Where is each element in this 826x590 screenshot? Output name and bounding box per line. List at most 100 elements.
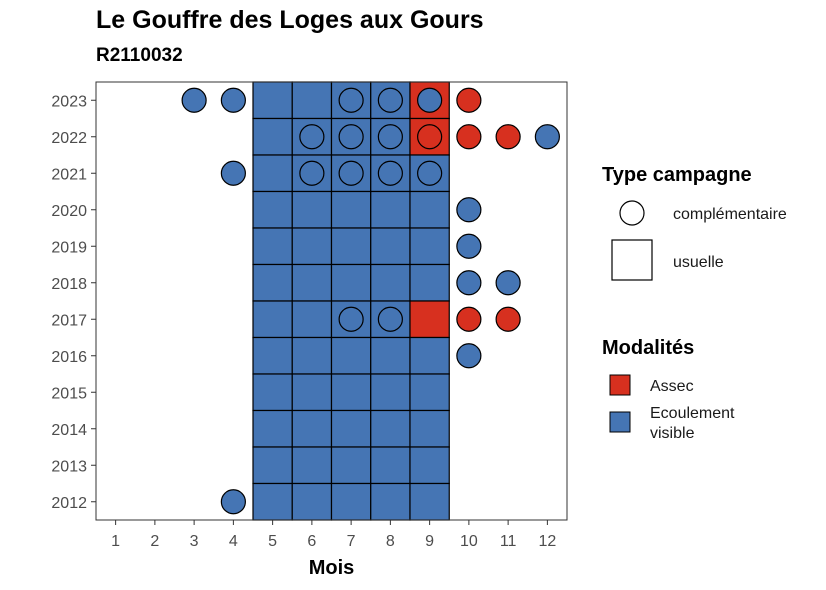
x-tick-label-10: 10 [460,533,478,550]
legend-square-key [611,239,653,281]
y-tick-label-2022: 2022 [51,130,87,147]
usuelle-cell-2015-6 [291,373,333,412]
legend-label-usuelle: usuelle [673,254,724,271]
legend-label-complementaire: complémentaire [673,206,787,223]
usuelle-cell-2017-9 [409,300,450,339]
x-tick-label-8: 8 [386,533,395,550]
y-tick-label-2020: 2020 [51,203,87,220]
legend-label-ecoulement-line2: visible [650,425,695,442]
usuelle-cell-2018-7 [330,263,372,302]
usuelle-cell-2018-5 [252,263,293,302]
x-tick-label-5: 5 [268,533,277,550]
plot-panel-border [95,81,568,521]
usuelle-cell-2019-5 [252,227,293,266]
x-tick-label-7: 7 [347,533,356,550]
usuelle-cell-2014-7 [330,409,372,448]
usuelle-cell-2020-8 [370,190,411,229]
complementaire-point-2023-10 [456,87,482,113]
complementaire-point-2021-9 [417,160,443,186]
complementaire-point-2021-4 [220,160,246,186]
x-tick-label-1: 1 [111,533,120,550]
x-tick-label-9: 9 [425,533,434,550]
complementaire-point-2022-12 [534,124,560,150]
usuelle-cell-2012-5 [252,482,293,521]
usuelle-cell-2012-6 [291,482,333,521]
usuelle-cell-2015-5 [252,373,293,412]
usuelle-cell-2014-5 [252,409,293,448]
complementaire-point-2022-8 [377,124,403,150]
usuelle-cell-2013-7 [330,446,372,485]
usuelle-cell-2020-9 [409,190,450,229]
usuelle-cells [252,81,450,521]
complementaire-point-2017-11 [495,306,521,332]
y-tick-label-2013: 2013 [51,458,87,475]
usuelle-cell-2014-8 [370,409,411,448]
complementaire-point-2017-7 [338,306,364,332]
usuelle-cell-2015-8 [370,373,411,412]
usuelle-cell-2016-7 [330,336,372,375]
complementaire-point-2023-7 [338,87,364,113]
complementaire-point-2018-10 [456,270,482,296]
legend-label-ecoulement: Ecoulement visible [650,405,739,442]
complementaire-point-2018-11 [495,270,521,296]
complementaire-point-2022-11 [495,124,521,150]
complementaire-point-2017-10 [456,306,482,332]
complementaire-point-2021-7 [338,160,364,186]
complementaire-point-2022-9 [417,124,443,150]
x-tick-label-4: 4 [229,533,238,550]
usuelle-cell-2012-8 [370,482,411,521]
complementaire-point-2017-8 [377,306,403,332]
usuelle-cell-2016-5 [252,336,293,375]
usuelle-cell-2020-7 [330,190,372,229]
y-tick-label-2015: 2015 [51,385,87,402]
y-tick-label-2016: 2016 [51,349,87,366]
x-axis-title: Mois [309,557,355,579]
usuelle-cell-2021-5 [252,154,293,193]
complementaire-point-2016-10 [456,343,482,369]
usuelle-cell-2014-6 [291,409,333,448]
complementaire-point-2022-10 [456,124,482,150]
complementaire-point-2012-4 [220,489,246,515]
usuelle-cell-2020-5 [252,190,293,229]
x-tick-label-3: 3 [190,533,199,550]
legend-label-ecoulement-line1: Ecoulement [650,405,735,422]
usuelle-cell-2023-5 [252,81,293,120]
complementaire-points [181,87,560,515]
usuelle-cell-2015-9 [409,373,450,412]
complementaire-point-2023-9 [417,87,443,113]
legend-fill-title: Modalités [602,337,694,359]
usuelle-cell-2014-9 [409,409,450,448]
y-tick-label-2017: 2017 [51,312,87,329]
usuelle-cell-2013-9 [409,446,450,485]
y-tick-label-2012: 2012 [51,495,87,512]
complementaire-point-2020-10 [456,197,482,223]
x-axis: 1 2 3 4 5 6 7 8 9 10 11 12 [111,520,556,550]
usuelle-cell-2016-6 [291,336,333,375]
y-tick-label-2018: 2018 [51,276,87,293]
x-tick-label-11: 11 [500,533,517,550]
complementaire-point-2022-6 [299,124,325,150]
usuelle-cell-2019-6 [291,227,333,266]
usuelle-cell-2013-6 [291,446,333,485]
complementaire-point-2023-4 [220,87,246,113]
chart-subtitle: R2110032 [96,45,183,66]
usuelle-cell-2022-5 [252,117,293,156]
usuelle-cell-2018-6 [291,263,333,302]
legend-shape-title: Type campagne [602,164,752,186]
usuelle-cell-2020-6 [291,190,333,229]
complementaire-point-2023-8 [377,87,403,113]
usuelle-cell-2019-9 [409,227,450,266]
complementaire-point-2021-8 [377,160,403,186]
chart-title: Le Gouffre des Loges aux Gours [96,6,484,34]
legend-label-assec: Assec [650,378,694,395]
usuelle-cell-2019-7 [330,227,372,266]
usuelle-cell-2019-8 [370,227,411,266]
usuelle-cell-2016-9 [409,336,450,375]
usuelle-cell-2017-5 [252,300,293,339]
complementaire-point-2023-3 [181,87,207,113]
legend: Type campagne complémentaire usuelle Mod… [602,164,787,442]
usuelle-cell-2013-5 [252,446,293,485]
complementaire-point-2021-6 [299,160,325,186]
y-tick-label-2014: 2014 [51,422,87,439]
legend-assec-key [609,374,631,396]
